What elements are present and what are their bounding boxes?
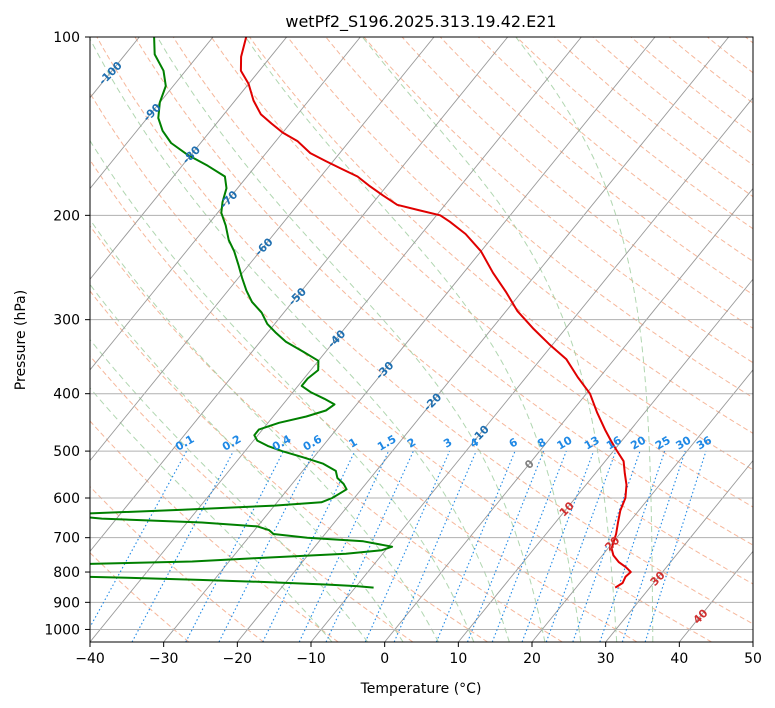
sounding-series: [90, 37, 632, 589]
mixing-ratio-line: [298, 450, 390, 642]
dry-adiabat-line: [478, 37, 753, 262]
mixing-ratio-line: [572, 450, 641, 642]
mixing-ratio-line: [599, 450, 666, 642]
y-axis: 1000 900 800 700 600 500 400 300 200 100: [44, 30, 90, 638]
dry-adiabat-line: [172, 37, 753, 546]
chart-title: wetPf2_S196.2025.313.19.42.E21: [285, 12, 556, 32]
isotherm-line: [163, 37, 656, 642]
mixing-ratio-line: [435, 450, 516, 642]
isotherm-line: [90, 37, 582, 642]
y-tick-label: 700: [53, 531, 80, 547]
mixing-ratio-line: [325, 450, 414, 642]
isotherm-line: [90, 37, 214, 190]
x-tick-label: 30: [597, 651, 615, 667]
dry-adiabat-line: [90, 92, 712, 642]
dry-adiabat-line: [90, 159, 638, 642]
isotherm-line: [90, 37, 435, 462]
mixing-ratio-line: [545, 450, 617, 642]
dry-adiabat-line: [592, 37, 753, 166]
plot-frame: [89, 36, 754, 643]
isotherm-line: [384, 187, 753, 642]
dry-adiabat-line: [516, 37, 753, 230]
series-line-temperature: [239, 37, 632, 589]
series-line-dew-point: [90, 37, 394, 589]
y-tick-label: 1000: [44, 622, 80, 638]
mixing-ratio-line: [621, 450, 686, 642]
isotherm-line: [236, 37, 730, 642]
x-tick-label: 40: [670, 651, 688, 667]
y-tick-label: 300: [53, 313, 80, 329]
dry-adiabat-line: [287, 37, 753, 434]
dry-adiabat-line: [439, 37, 753, 296]
x-axis: −40 −30 −20 −10 0 10 20 30 40 50: [75, 642, 762, 667]
mixing-ratio-line: [644, 450, 707, 642]
isotherm-line: [90, 37, 288, 280]
isotherm-line: [310, 97, 753, 642]
y-axis-title: Pressure (hPa): [13, 290, 29, 390]
mixing-ratio-line: [364, 450, 451, 642]
isotherm-line: [90, 37, 361, 371]
mixing-ratio-line: [90, 450, 188, 629]
y-tick-label: 400: [53, 387, 80, 403]
mixing-ratio-line: [131, 450, 234, 642]
isotherm-line: [605, 459, 753, 642]
isotherm-line: [457, 278, 753, 642]
pressure-gridlines: [90, 37, 753, 630]
y-tick-label: 800: [53, 565, 80, 581]
y-tick-label: 200: [53, 208, 80, 224]
dry-adiabat-line: [90, 420, 339, 642]
dry-adiabat-line: [90, 225, 563, 642]
dry-adiabat-line: [401, 37, 753, 329]
x-tick-label: −20: [223, 651, 253, 667]
x-tick-label: 10: [449, 651, 467, 667]
isotherm-line: [90, 37, 509, 553]
y-tick-label: 600: [53, 491, 80, 507]
x-tick-label: 0: [380, 651, 389, 667]
y-tick-label: 900: [53, 595, 80, 611]
y-tick-label: 500: [53, 444, 80, 460]
dry-adiabat-line: [96, 37, 753, 625]
mixing-ratio-lines: [90, 450, 707, 642]
y-tick-label: 100: [53, 30, 80, 46]
x-tick-label: −10: [296, 651, 326, 667]
mixing-ratio-line: [393, 450, 477, 642]
x-tick-label: −30: [149, 651, 179, 667]
mixing-ratio-line: [262, 450, 356, 642]
x-axis-title: Temperature (°C): [360, 681, 482, 697]
x-tick-label: 50: [744, 651, 762, 667]
x-tick-label: −40: [75, 651, 105, 667]
dry-adiabat-line: [134, 37, 753, 585]
dry-adiabat-line: [90, 485, 264, 642]
dry-adiabat-line: [363, 37, 753, 364]
x-tick-label: 20: [523, 651, 541, 667]
